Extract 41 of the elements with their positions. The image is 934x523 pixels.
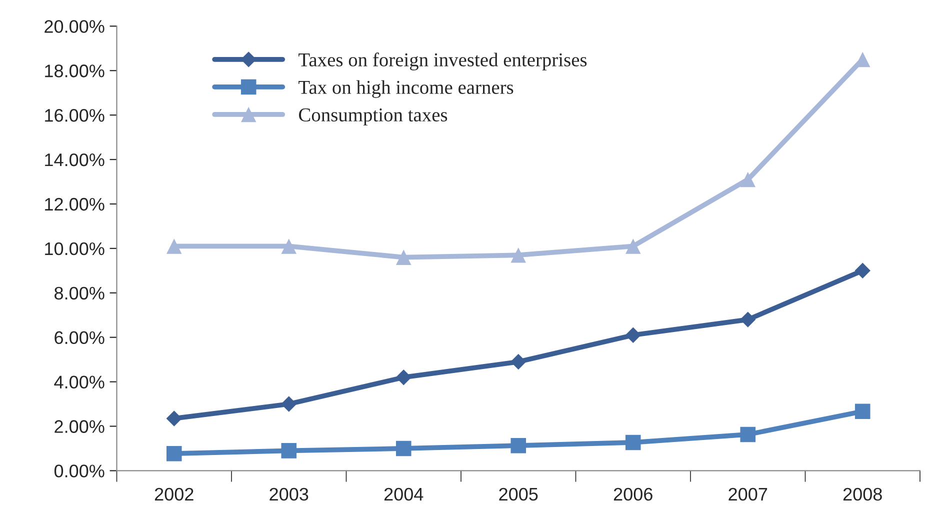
x-tick-label: 2005 bbox=[499, 488, 538, 501]
point bbox=[740, 172, 756, 188]
y-tick-label: 2.00% bbox=[54, 420, 104, 433]
y-tick-label: 4.00% bbox=[54, 376, 104, 389]
point bbox=[396, 250, 412, 265]
point bbox=[510, 354, 526, 370]
point bbox=[281, 443, 297, 458]
point bbox=[166, 238, 182, 254]
x-tick-label: 2008 bbox=[843, 488, 882, 501]
y-tick-label: 12.00% bbox=[45, 198, 104, 211]
y-tick-label: 6.00% bbox=[54, 331, 104, 344]
x-tick-label: 2003 bbox=[270, 488, 308, 501]
y-tick-label: 10.00% bbox=[45, 242, 104, 256]
point bbox=[740, 426, 756, 442]
y-tick-label: 18.00% bbox=[45, 64, 104, 78]
point bbox=[625, 434, 641, 450]
y-tick-label: 20.00% bbox=[44, 20, 104, 33]
point bbox=[854, 262, 870, 279]
point bbox=[281, 396, 297, 412]
point bbox=[854, 404, 870, 419]
point bbox=[740, 312, 756, 328]
x-tick-label: 2006 bbox=[614, 488, 652, 501]
x-tick-label: 2007 bbox=[728, 488, 768, 501]
legend-label: Consumption taxes bbox=[298, 108, 448, 126]
point bbox=[510, 438, 526, 454]
point bbox=[166, 446, 182, 462]
point bbox=[625, 238, 641, 254]
point bbox=[396, 369, 412, 386]
y-tick-label: 14.00% bbox=[45, 153, 104, 166]
legend-label: Tax on high income earners bbox=[298, 80, 514, 98]
legend-label: Taxes on foreign invested enterprises bbox=[298, 52, 587, 70]
x-tick-label: 2004 bbox=[384, 488, 424, 501]
point bbox=[281, 238, 297, 254]
y-tick-label: 16.00% bbox=[45, 108, 104, 122]
y-tick-label: 0.00% bbox=[54, 464, 104, 478]
x-tick-label: 2002 bbox=[154, 488, 194, 501]
point bbox=[166, 410, 182, 426]
point bbox=[396, 440, 412, 456]
point bbox=[625, 327, 641, 343]
y-tick-label: 8.00% bbox=[54, 286, 104, 300]
point bbox=[510, 247, 526, 263]
